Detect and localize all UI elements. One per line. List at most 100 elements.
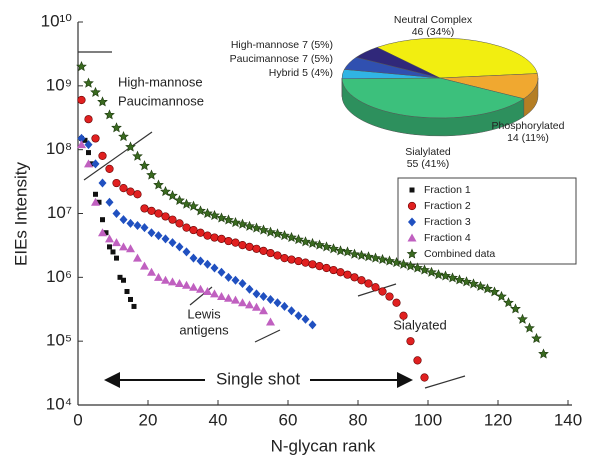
star-marker — [426, 266, 437, 277]
circle-marker — [322, 263, 331, 273]
circle-marker — [407, 201, 417, 211]
star-marker — [412, 262, 423, 273]
triangle-marker — [175, 279, 184, 288]
diamond-marker — [182, 247, 191, 257]
circle-marker — [147, 206, 156, 215]
pie-label: Neutral Complex — [394, 14, 473, 26]
circle-marker — [77, 95, 86, 105]
star-marker — [90, 86, 101, 97]
annotation: Single shot — [216, 369, 300, 388]
pie-label-name: High-mannose — [231, 39, 299, 51]
y-tick-label: 10⁴ — [46, 394, 72, 413]
star-marker — [406, 248, 418, 259]
square-marker — [128, 296, 133, 302]
star-marker — [279, 230, 290, 241]
circle-marker — [266, 248, 275, 258]
triangle-marker — [252, 302, 261, 311]
star-marker — [258, 224, 269, 235]
circle-marker — [371, 283, 380, 292]
square-marker — [100, 217, 105, 223]
x-tick-label: 140 — [554, 410, 582, 429]
diamond-marker — [273, 298, 282, 308]
diamond-marker — [105, 197, 114, 207]
triangle-marker — [224, 293, 233, 302]
y-tick-label: 10⁹ — [46, 75, 72, 94]
circle-marker — [343, 270, 352, 279]
star-marker — [419, 264, 430, 275]
circle-marker — [238, 240, 247, 250]
star-marker — [510, 303, 521, 314]
annotation: High-mannose — [118, 74, 203, 89]
x-tick-label: 80 — [349, 410, 368, 429]
circle-marker — [420, 373, 429, 382]
circle-marker — [140, 204, 149, 213]
star-marker — [517, 313, 528, 324]
annotation: antigens — [179, 322, 229, 337]
diamond-marker — [119, 215, 128, 225]
triangle-marker — [84, 159, 93, 168]
star-marker — [244, 220, 255, 231]
triangle-marker — [231, 295, 240, 304]
triangle-marker — [196, 284, 205, 293]
star-marker — [503, 297, 514, 308]
legend-label: Fraction 2 — [424, 200, 471, 212]
circle-marker — [105, 164, 114, 173]
pie-value-label: 7 (5%) — [302, 39, 333, 51]
pie-value-label: 5 (4%) — [302, 67, 333, 79]
circle-marker — [168, 215, 177, 224]
circle-marker — [189, 225, 198, 235]
x-tick-label: 120 — [484, 410, 512, 429]
pie-value-label: 46 (34%) — [412, 26, 455, 38]
circle-marker — [245, 242, 254, 251]
pie-slice — [355, 47, 441, 79]
star-marker — [237, 218, 248, 229]
square-marker — [124, 288, 130, 294]
circle-marker — [336, 268, 345, 277]
star-marker — [398, 258, 409, 269]
star-marker — [314, 239, 325, 250]
circle-marker — [84, 115, 93, 124]
star-marker — [405, 260, 416, 271]
star-marker — [251, 222, 262, 233]
diamond-marker — [112, 209, 121, 218]
annotation: Sialyated — [393, 317, 446, 332]
diamond-marker — [266, 294, 275, 304]
triangle-marker — [98, 228, 107, 237]
triangle-marker — [133, 253, 142, 262]
diamond-marker — [210, 263, 219, 273]
x-tick-label: 60 — [279, 410, 298, 429]
pie-label: Phosphorylated — [492, 120, 565, 132]
pie-slice — [341, 77, 525, 119]
star-marker — [265, 226, 276, 237]
circle-marker — [378, 287, 387, 296]
triangle-marker — [245, 300, 254, 309]
pie-label: Paucimannose 7 (5%) — [230, 53, 333, 65]
circle-marker — [224, 236, 233, 246]
star-marker — [377, 253, 388, 265]
circle-marker — [154, 209, 163, 218]
x-tick-label: 0 — [73, 410, 82, 429]
triangle-marker — [112, 238, 121, 247]
circle-marker — [315, 261, 324, 271]
star-marker — [321, 241, 332, 252]
star-marker — [118, 131, 129, 142]
circle-marker — [287, 255, 296, 264]
diamond-marker — [126, 218, 135, 228]
pie-slice — [376, 37, 538, 79]
triangle-marker — [147, 267, 156, 276]
triangle-marker — [161, 275, 170, 284]
star-marker — [202, 207, 213, 219]
triangle-marker — [140, 261, 149, 270]
star-marker — [272, 228, 283, 239]
star-marker — [433, 269, 444, 280]
circle-marker — [280, 254, 289, 263]
triangle-marker — [119, 242, 128, 251]
triangle-marker — [154, 272, 163, 281]
star-marker — [363, 251, 374, 262]
pie-label-name: Paucimannose — [230, 53, 300, 65]
diamond-marker — [140, 223, 149, 233]
star-marker — [167, 190, 178, 201]
y-tick-label: 10⁸ — [46, 139, 72, 158]
circle-marker — [98, 151, 107, 160]
